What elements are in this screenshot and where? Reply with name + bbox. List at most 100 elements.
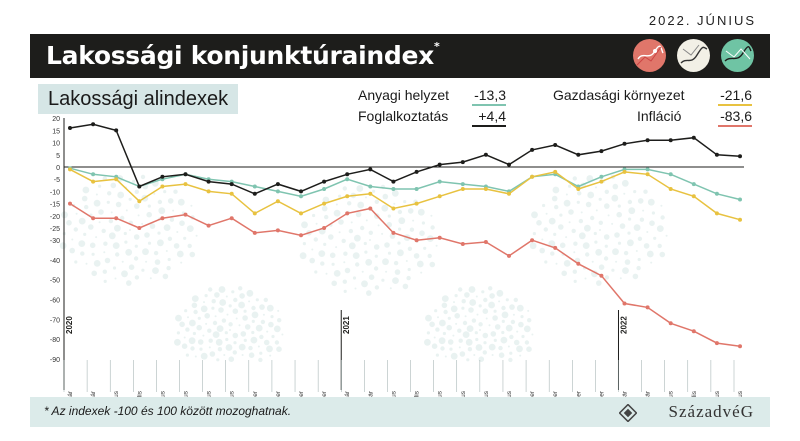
background-dot (568, 209, 574, 215)
background-dot (599, 229, 601, 231)
background-dot (208, 346, 211, 349)
background-dot (189, 319, 196, 327)
data-point-3 (183, 212, 188, 217)
background-dot (255, 324, 263, 332)
background-dot (355, 211, 362, 218)
background-dot (147, 241, 152, 245)
background-dot (518, 321, 524, 328)
y-tick-label: -40 (50, 258, 60, 265)
background-dot (413, 253, 420, 259)
data-point-1 (206, 179, 211, 184)
background-dot (627, 239, 634, 247)
background-dot (228, 322, 233, 327)
series-line-1 (69, 123, 741, 195)
background-dot (207, 328, 212, 333)
background-dot (238, 324, 241, 327)
background-dot (623, 250, 629, 256)
y-tick-label: -30 (50, 238, 60, 245)
background-dot (490, 331, 497, 337)
data-point-1 (460, 160, 465, 165)
data-point-3 (345, 211, 350, 216)
data-point-2 (368, 191, 373, 196)
background-dot (572, 269, 577, 274)
background-dot (200, 305, 208, 313)
data-point-1 (691, 135, 696, 140)
background-dot (209, 351, 216, 357)
background-dot (233, 341, 237, 345)
data-point-2 (114, 177, 119, 182)
y-tick-label: -5 (54, 177, 60, 184)
background-dot (266, 330, 269, 333)
background-dot (462, 331, 470, 338)
background-dot (190, 346, 195, 351)
background-dot (361, 270, 364, 273)
x-tick-label: Április (412, 390, 421, 400)
background-dot (117, 191, 125, 199)
background-dot (633, 190, 637, 194)
background-dot (498, 300, 501, 303)
background-dot (598, 197, 602, 201)
data-point-0 (322, 187, 327, 191)
background-dot (314, 270, 318, 274)
background-dot (527, 318, 532, 323)
title-text: Lakossági konjunktúraindex (46, 41, 434, 70)
background-dot (435, 353, 439, 357)
year-label: 2020 (65, 316, 74, 334)
background-dot (509, 334, 514, 340)
background-dot (384, 242, 390, 248)
background-dot (347, 201, 352, 206)
background-dot (612, 248, 619, 256)
background-dot (251, 319, 255, 323)
data-point-2 (414, 201, 419, 206)
background-dot (435, 244, 438, 247)
background-dot (387, 214, 391, 218)
data-point-0 (599, 174, 604, 179)
background-dot (646, 231, 649, 233)
background-dot (141, 268, 145, 272)
background-dot (527, 309, 530, 312)
background-dot (541, 238, 544, 241)
data-point-3 (368, 206, 373, 211)
data-point-0 (645, 167, 650, 172)
background-dot (133, 256, 139, 261)
background-dot (255, 298, 259, 302)
legend-label-gazdasagi: Gazdasági környezet (553, 87, 685, 103)
background-dot (202, 334, 205, 337)
background-dot (140, 174, 146, 180)
background-dot (550, 251, 555, 256)
background-dot (647, 198, 655, 206)
data-point-2 (137, 199, 142, 204)
background-dot (385, 270, 388, 273)
background-dot (211, 306, 215, 310)
background-dot (458, 287, 463, 292)
data-point-2 (183, 182, 188, 187)
background-dot (444, 355, 447, 358)
x-tick-label: Február (645, 390, 652, 400)
background-dot (228, 304, 232, 308)
background-dot (120, 215, 125, 221)
background-dot (478, 304, 482, 308)
background-dot (482, 332, 489, 339)
data-point-3 (114, 216, 119, 221)
background-dot (218, 307, 224, 313)
background-dot (338, 231, 341, 234)
background-dot (343, 261, 346, 264)
background-dot (565, 193, 568, 196)
background-dot (498, 352, 505, 359)
background-dot (341, 238, 346, 244)
background-dot (402, 283, 409, 290)
background-dot (391, 189, 399, 197)
data-point-3 (322, 226, 327, 230)
background-dot (338, 194, 342, 198)
background-dot (195, 234, 198, 237)
data-point-1 (322, 179, 327, 184)
background-dot (208, 338, 213, 343)
background-dot (186, 225, 194, 233)
background-dot (348, 242, 356, 250)
data-point-2 (68, 167, 72, 172)
data-point-2 (91, 179, 96, 184)
x-tick-label: Szeptember (529, 390, 536, 400)
background-dot (81, 195, 88, 202)
background-dot (651, 211, 656, 215)
y-tick-label: 0 (56, 165, 60, 172)
